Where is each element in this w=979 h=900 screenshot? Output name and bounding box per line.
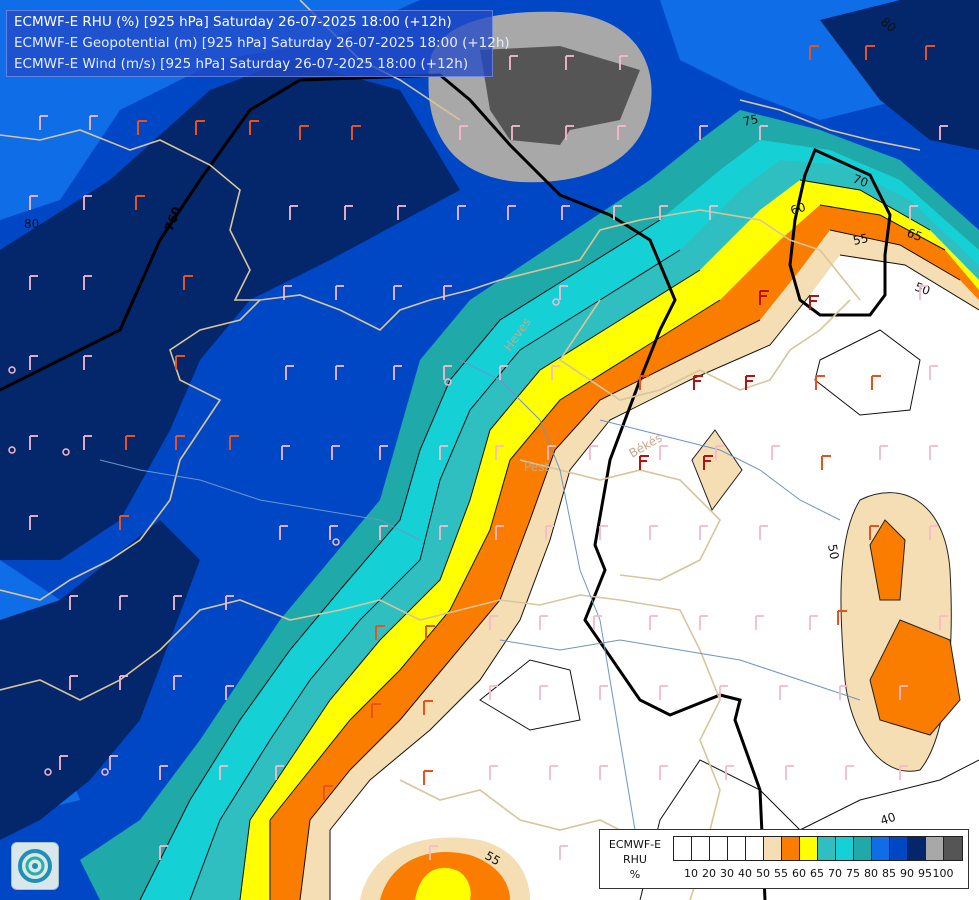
- legend-swatch: [854, 837, 872, 860]
- rhu-band-90-95: [0, 60, 460, 560]
- legend-tick-label: 100: [932, 867, 954, 880]
- contour-line: [799, 179, 931, 231]
- border-line: [0, 129, 861, 331]
- legend-ticks: 10 20 30 40 50 55 60 65 70 75 80 85 90 95 100: [673, 867, 973, 881]
- legend-swatch: [908, 837, 926, 860]
- ecmwf-logo-icon: [11, 842, 59, 890]
- contour-label: 50: [913, 280, 932, 298]
- title-geopotential: ECMWF-E Geopotential (m) [925 hPa] Satur…: [14, 35, 510, 51]
- contour-label: 50: [825, 543, 841, 560]
- legend-tick-label: 80: [864, 867, 878, 880]
- contour-line: [329, 294, 811, 900]
- legend-swatch: [836, 837, 854, 860]
- legend-swatch: [674, 837, 692, 860]
- legend-swatch: [890, 837, 908, 860]
- legend-title-line: %: [629, 868, 641, 881]
- legend-tick-label: 10: [684, 867, 698, 880]
- legend-tick-label: 90: [900, 867, 914, 880]
- legend-title-line: RHU: [623, 853, 647, 866]
- contour-label: 75: [742, 112, 760, 129]
- legend-tick-label: 30: [720, 867, 734, 880]
- calm-marker: [101, 768, 109, 776]
- legend-swatch: [926, 837, 944, 860]
- legend-tick-label: 50: [756, 867, 770, 880]
- border-line: [739, 99, 921, 151]
- legend-tick-label: 20: [702, 867, 716, 880]
- river-line: [599, 419, 841, 521]
- legend-title: ECMWF-E RHU %: [604, 837, 666, 882]
- river-line: [99, 459, 421, 541]
- legend-tick-label: 70: [828, 867, 842, 880]
- legend-title-line: ECMWF-E: [608, 838, 662, 851]
- legend-tick-label: 65: [810, 867, 824, 880]
- rhu-island-55-60-b: [869, 619, 961, 736]
- contour-line: [139, 219, 661, 900]
- contour-label: 80: [24, 217, 39, 231]
- legend-swatch: [818, 837, 836, 860]
- calm-marker: [44, 768, 52, 776]
- map-title-box: ECMWF-E RHU (%) [925 hPa] Saturday 26-07…: [6, 10, 510, 77]
- legend-swatch: [944, 837, 962, 860]
- legend-swatch: [728, 837, 746, 860]
- legend-swatches: [673, 836, 963, 861]
- rhu-band-100: [480, 46, 640, 145]
- river-line: [459, 359, 641, 861]
- legend-tick-label: 55: [774, 867, 788, 880]
- border-line: [558, 299, 851, 401]
- legend-swatch: [710, 837, 728, 860]
- contour-line: [189, 249, 681, 900]
- legend-tick-label: 95: [918, 867, 932, 880]
- rhu-legend: ECMWF-E RHU % 10 20 30 40 50 55 60 65 70 75 80 85 90…: [599, 829, 969, 889]
- legend-swatch: [872, 837, 890, 860]
- legend-tick-label: 40: [738, 867, 752, 880]
- border-line: [0, 299, 261, 601]
- calm-marker: [552, 298, 560, 306]
- contour-line: [269, 299, 721, 900]
- rhu-band-90-95-c: [820, 0, 979, 150]
- rhu-island-55-60: [869, 519, 906, 601]
- rhu-band-90-95-b: [0, 520, 200, 840]
- calm-marker: [8, 366, 16, 374]
- title-wind: ECMWF-E Wind (m/s) [925 hPa] Saturday 26…: [14, 56, 469, 72]
- contour-label: 70: [851, 172, 870, 190]
- rhu-island-south-yellow: [415, 867, 471, 900]
- legend-tick-label: 60: [792, 867, 806, 880]
- title-rhu: ECMWF-E RHU (%) [925 hPa] Saturday 26-07…: [14, 14, 452, 30]
- geopotential-line: [0, 73, 767, 900]
- legend-swatch: [746, 837, 764, 860]
- contour-line: [829, 229, 961, 281]
- border-line: [0, 594, 721, 900]
- geopotential-line-east: [788, 147, 892, 317]
- legend-swatch: [800, 837, 818, 860]
- contour-label: 55: [852, 231, 870, 248]
- legend-swatch: [764, 837, 782, 860]
- border-line: [519, 459, 721, 581]
- calm-marker: [444, 378, 452, 386]
- legend-swatch: [692, 837, 710, 860]
- contour-line: [819, 204, 946, 251]
- rhu-band-under-50: [330, 255, 979, 900]
- calm-marker: [332, 538, 340, 546]
- border-line: [399, 779, 641, 841]
- legend-tick-label: 75: [846, 867, 860, 880]
- contour-label: 60: [789, 200, 808, 218]
- contour-line: [479, 659, 581, 731]
- calm-marker: [62, 448, 70, 456]
- contour-line: [639, 759, 979, 900]
- place-label: Pest: [524, 460, 549, 474]
- contour-line: [839, 254, 979, 311]
- legend-swatch: [782, 837, 800, 860]
- contour-label: 65: [905, 226, 924, 244]
- river-line: [499, 639, 861, 701]
- legend-tick-label: 85: [882, 867, 896, 880]
- contour-label: 55: [483, 848, 503, 868]
- contour-label: 40: [879, 810, 898, 828]
- calm-marker: [8, 446, 16, 454]
